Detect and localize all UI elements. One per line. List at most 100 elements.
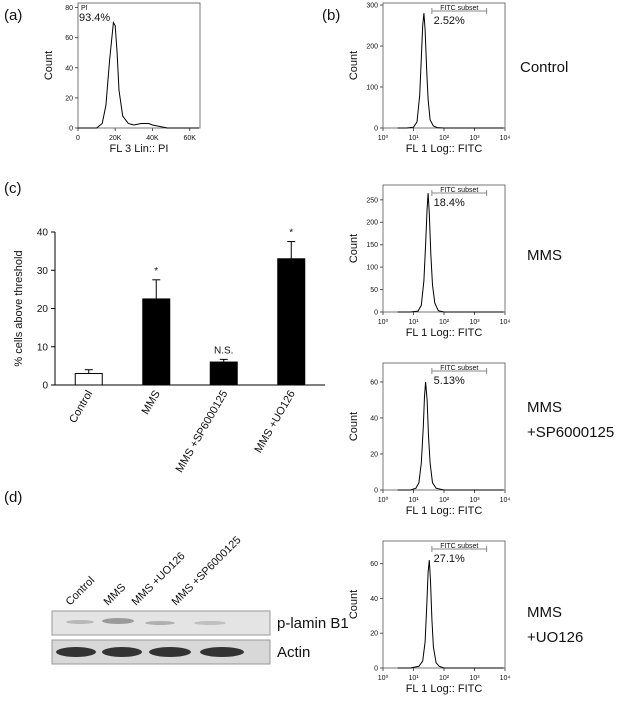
x-tick-label: 10⁰ bbox=[378, 496, 389, 504]
x-tick-label: 10¹ bbox=[408, 497, 419, 504]
condition-label: MMS bbox=[527, 247, 562, 264]
gate-label: FITC subset bbox=[440, 5, 478, 12]
x-tick-label: 10² bbox=[439, 135, 450, 142]
histogram-curve bbox=[397, 560, 504, 669]
gate-percent: 27.1% bbox=[434, 553, 465, 565]
blot-column-label: Control bbox=[64, 575, 98, 609]
y-tick-label: 20 bbox=[65, 95, 73, 102]
x-tick-label: 10⁴ bbox=[500, 497, 511, 504]
x-tick-label: 10¹ bbox=[408, 675, 419, 682]
x-tick-label: 10⁰ bbox=[378, 674, 389, 682]
y-axis-label: Count bbox=[348, 234, 360, 263]
y-tick-label: 80 bbox=[65, 5, 73, 12]
x-axis-label: FL 1 Log:: FITC bbox=[406, 143, 483, 155]
histogram-curve bbox=[397, 13, 504, 129]
x-tick-label: 0 bbox=[76, 135, 80, 142]
y-axis-label: % cells above threshold bbox=[13, 250, 25, 366]
y-tick-label: 200 bbox=[366, 44, 378, 51]
y-tick-label: 0 bbox=[69, 126, 73, 133]
y-tick-label: 60 bbox=[65, 35, 73, 42]
blot: p-lamin B1 Actin Control MMS MMS +UO126 … bbox=[51, 534, 349, 665]
y-tick-label: 40 bbox=[370, 596, 378, 603]
gate-label: FITC subset bbox=[440, 187, 478, 194]
blot-column-label: MMS +SP6000125 bbox=[170, 534, 244, 608]
gate-percent: 5.13% bbox=[434, 375, 465, 387]
panel-label: (d) bbox=[4, 489, 22, 506]
x-tick-label: MMS bbox=[140, 389, 163, 417]
y-tick-label: 150 bbox=[366, 242, 378, 249]
y-axis-label: Count bbox=[348, 412, 360, 441]
y-tick-label: 40 bbox=[37, 228, 49, 239]
y-axis-label: Count bbox=[348, 51, 360, 80]
x-tick-label: 10⁴ bbox=[500, 675, 511, 682]
y-tick-label: 250 bbox=[366, 197, 378, 204]
gate-percent: 2.52% bbox=[434, 15, 465, 27]
bar bbox=[74, 373, 103, 386]
bar bbox=[277, 258, 306, 386]
x-tick-label: 10³ bbox=[469, 135, 480, 142]
histogram-curve bbox=[397, 381, 504, 491]
x-tick-label: 40K bbox=[146, 135, 159, 142]
bar bbox=[142, 298, 171, 386]
y-tick-label: 200 bbox=[366, 220, 378, 227]
x-tick-label: MMS +SP6000125 bbox=[174, 389, 231, 475]
blot-row-label: p-lamin B1 bbox=[277, 615, 349, 632]
gate-percent: 93.4% bbox=[79, 12, 110, 24]
x-axis-label: FL 1 Log:: FITC bbox=[406, 505, 483, 517]
x-tick-label: 10³ bbox=[469, 319, 480, 326]
x-tick-label: 10⁰ bbox=[378, 318, 389, 326]
blot-column-label: MMS bbox=[102, 581, 129, 608]
gate-label: FITC subset bbox=[440, 365, 478, 372]
x-axis-label: FL 1 Log:: FITC bbox=[406, 327, 483, 339]
panel-label: (c) bbox=[4, 180, 22, 197]
significance-label: * bbox=[289, 228, 293, 239]
y-tick-label: 40 bbox=[65, 65, 73, 72]
band bbox=[102, 647, 142, 657]
blot-row-label: Actin bbox=[277, 644, 310, 661]
histogram-curve bbox=[78, 21, 199, 129]
x-tick-label: 10¹ bbox=[408, 319, 419, 326]
x-tick-label: 10³ bbox=[469, 497, 480, 504]
x-tick-label: 20K bbox=[109, 135, 122, 142]
x-tick-label: 10⁴ bbox=[500, 135, 511, 142]
y-tick-label: 0 bbox=[374, 126, 378, 133]
bar bbox=[209, 361, 238, 386]
x-tick-label: 10¹ bbox=[408, 135, 419, 142]
y-tick-label: 60 bbox=[370, 379, 378, 386]
condition-label: +SP6000125 bbox=[527, 424, 614, 441]
x-tick-label: 60K bbox=[183, 135, 196, 142]
significance-label: N.S. bbox=[214, 345, 233, 356]
condition-label: MMS bbox=[527, 399, 562, 416]
y-tick-label: 40 bbox=[370, 415, 378, 422]
gate-label: PI bbox=[81, 5, 88, 12]
y-tick-label: 100 bbox=[366, 265, 378, 272]
band bbox=[200, 647, 244, 657]
condition-label: Control bbox=[520, 59, 568, 76]
y-axis-label: Count bbox=[348, 590, 360, 619]
y-tick-label: 0 bbox=[42, 381, 48, 392]
x-tick-label: Control bbox=[67, 389, 95, 426]
band bbox=[66, 620, 94, 624]
plot-frame bbox=[77, 2, 201, 129]
gate-percent: 18.4% bbox=[434, 197, 465, 209]
y-tick-label: 0 bbox=[374, 488, 378, 495]
x-axis-label: FL 1 Log:: FITC bbox=[406, 683, 483, 695]
x-tick-label: 10² bbox=[439, 319, 450, 326]
y-tick-label: 100 bbox=[366, 85, 378, 92]
y-tick-label: 20 bbox=[37, 304, 49, 315]
band bbox=[149, 647, 191, 657]
y-tick-label: 20 bbox=[370, 631, 378, 638]
panel-label: (b) bbox=[322, 7, 340, 24]
band bbox=[145, 621, 175, 625]
y-tick-label: 50 bbox=[370, 287, 378, 294]
y-tick-label: 0 bbox=[374, 310, 378, 317]
y-tick-label: 30 bbox=[37, 266, 49, 277]
condition-label: +UO126 bbox=[527, 629, 583, 646]
y-tick-label: 10 bbox=[37, 342, 49, 353]
histogram-curve bbox=[397, 193, 504, 313]
gate-label: FITC subset bbox=[440, 543, 478, 550]
band bbox=[56, 647, 96, 657]
y-tick-label: 20 bbox=[370, 451, 378, 458]
x-tick-label: 10⁴ bbox=[500, 319, 511, 326]
significance-label: * bbox=[154, 266, 158, 277]
